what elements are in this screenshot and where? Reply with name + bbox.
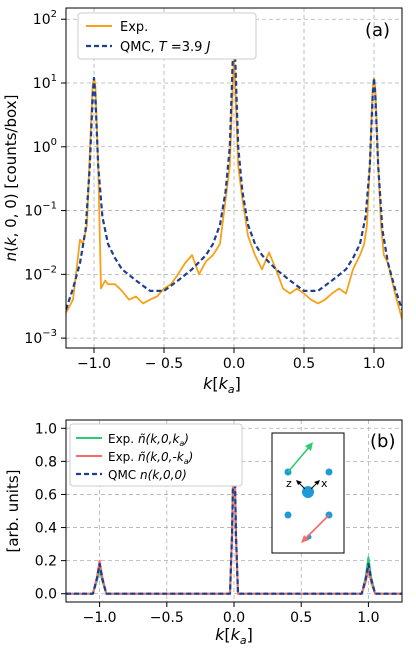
- x-tick-label: −0.5: [150, 610, 184, 626]
- x-tick-label: 0.5: [290, 610, 312, 626]
- inset-red-arrowhead-icon: [301, 535, 309, 543]
- legend-label-exp-plus: Exp. ñ(k,0,ka): [108, 432, 189, 448]
- legend-label-exp: Exp.: [120, 20, 148, 35]
- inset-atom-bottom-left: [284, 511, 292, 519]
- panel-b-legend-box: [69, 423, 243, 487]
- legend-label-qmc-b: QMC n(k,0,0): [108, 468, 187, 482]
- inset-z-label: z: [286, 477, 292, 490]
- panel-a-x-axis-label: k[ka]: [203, 374, 241, 396]
- inset-red-arrow-icon: [304, 514, 330, 540]
- inset-x-arrowhead-icon: [314, 480, 320, 485]
- x-tick-label: 0.0: [223, 356, 245, 372]
- panel-a-label: (a): [365, 20, 390, 41]
- y-tick-label: 0.4: [35, 521, 57, 537]
- legend-label-qmc: QMC, T =3.9 J: [120, 40, 211, 55]
- y-tick-label: 100: [33, 137, 57, 156]
- inset-green-arrow-icon: [287, 445, 311, 473]
- inset-x-label: x: [321, 477, 328, 490]
- panel-b-label: (b): [370, 431, 395, 452]
- y-tick-label: 10−3: [24, 328, 57, 347]
- inset-atom-top-right: [325, 468, 333, 476]
- panel-b: −1.0 −0.5 0.0 0.5 1.0 0.0 0.2 0.4 0.6 0.8 1.0 Exp…: [4, 419, 403, 647]
- x-tick-label: 1.0: [357, 610, 379, 626]
- x-tick-label: − 0.5: [145, 356, 183, 372]
- y-tick-label: 101: [33, 73, 57, 92]
- panel-b-x-ticks: −1.0 −0.5 0.0 0.5 1.0: [83, 602, 380, 626]
- panel-a-y-ticks: 10−3 10−2 10−1 100 101 102: [24, 9, 66, 347]
- inset-z-arrowhead-icon: [296, 480, 302, 485]
- series-line: [66, 56, 402, 320]
- panel-a-legend-box: [77, 12, 257, 60]
- y-tick-label: 0.8: [35, 454, 57, 470]
- panel-a: −1.0 − 0.5 0.0 0.5 1.0 10−3 10−2 10−1 100 101 102…: [2, 7, 403, 396]
- panel-a-x-ticks: −1.0 − 0.5 0.0 0.5 1.0: [77, 348, 385, 372]
- y-tick-label: 0.2: [35, 554, 57, 570]
- panel-a-y-axis-label: n(k, 0, 0) [counts/box]: [2, 95, 20, 262]
- y-tick-label: 1.0: [35, 421, 57, 437]
- inset-green-arrowhead-icon: [305, 442, 313, 451]
- y-tick-label: 10−1: [24, 201, 57, 220]
- panel-a-legend: Exp. QMC, T =3.9 J: [77, 12, 257, 60]
- x-tick-label: 0.5: [293, 356, 315, 372]
- panel-b-legend: Exp. ñ(k,0,ka) Exp. ñ(k,0,-ka) QMC n(k,0…: [69, 423, 243, 487]
- panel-b-x-axis-label: k[ka]: [215, 625, 253, 647]
- y-tick-label: 0.6: [35, 487, 57, 503]
- x-tick-label: −1.0: [77, 356, 111, 372]
- legend-label-exp-minus: Exp. ñ(k,0,-ka): [108, 450, 193, 466]
- x-tick-label: 1.0: [363, 356, 385, 372]
- y-tick-label: 10−2: [24, 264, 57, 283]
- inset-diagram: z x: [271, 432, 345, 554]
- panel-b-y-axis-label: [arb. units]: [4, 470, 22, 553]
- y-tick-label: 0.0: [35, 587, 57, 603]
- panel-b-y-ticks: 0.0 0.2 0.4 0.6 0.8 1.0: [35, 421, 66, 603]
- x-tick-label: 0.0: [223, 610, 245, 626]
- x-tick-label: −1.0: [83, 610, 117, 626]
- y-tick-label: 102: [33, 9, 57, 28]
